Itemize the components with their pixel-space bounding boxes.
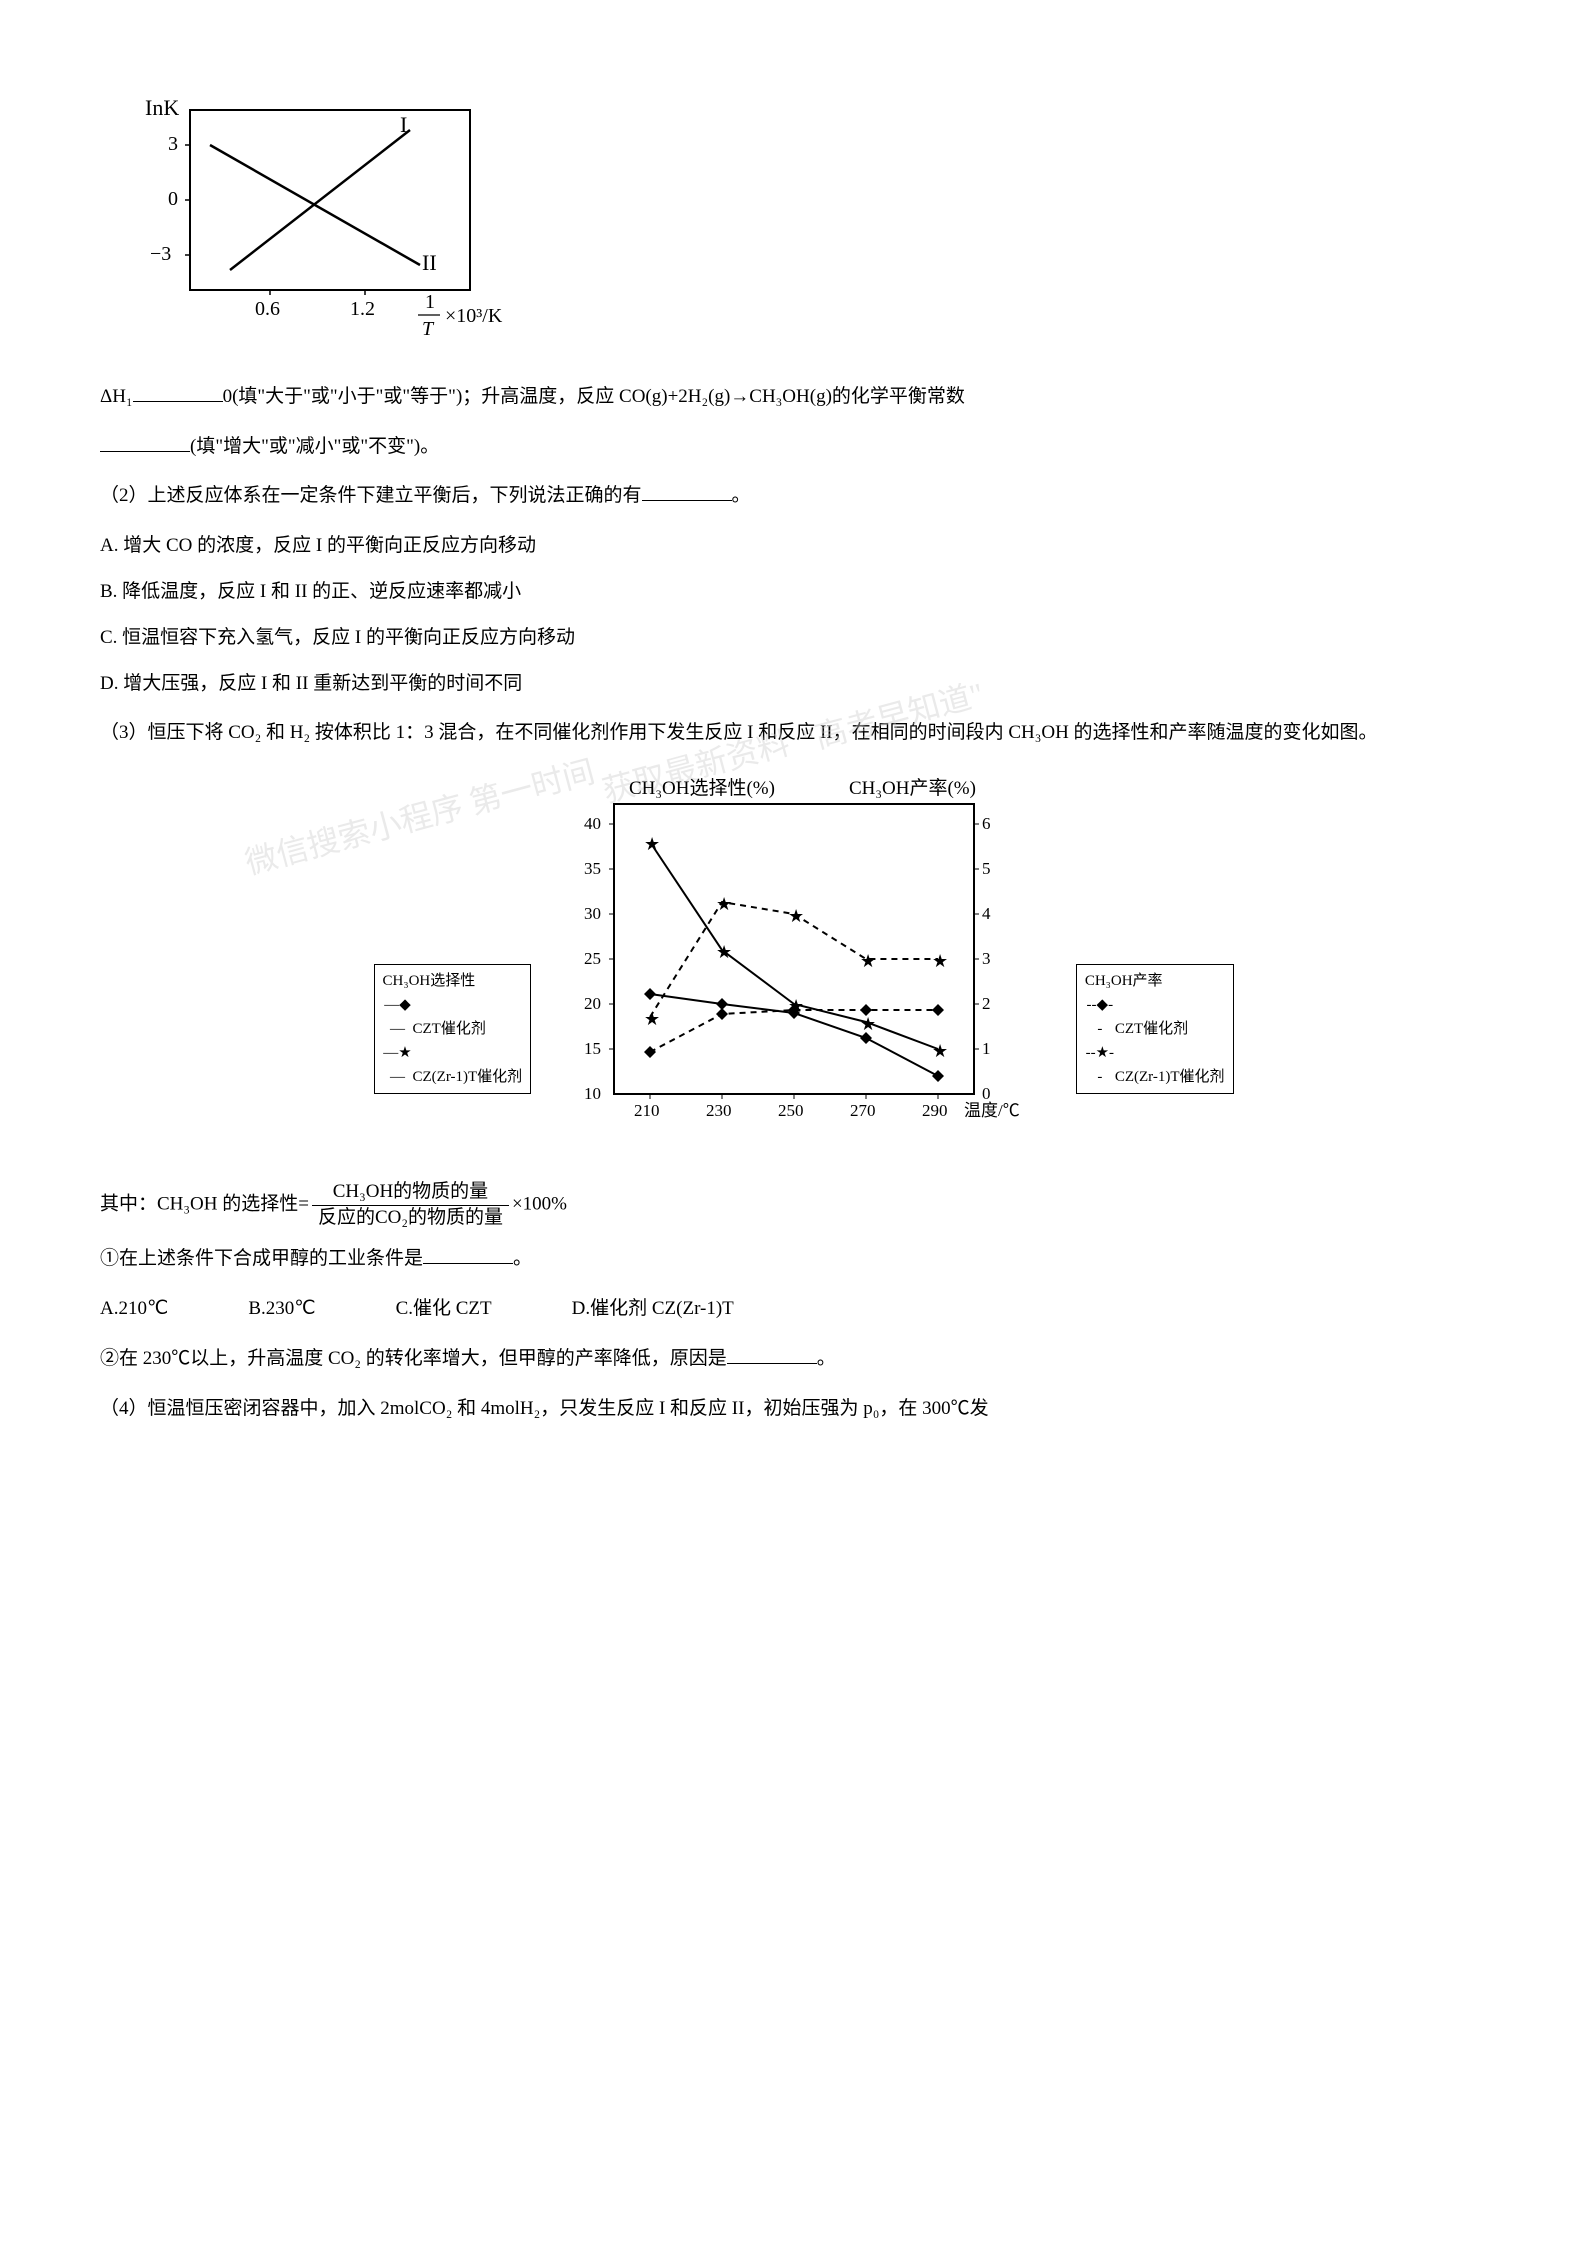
svg-text:★: ★ bbox=[932, 951, 948, 971]
blank-q3-1 bbox=[423, 1244, 513, 1264]
sel-suffix: ×100% bbox=[512, 1194, 567, 1215]
ytick-neg3: −3 bbox=[150, 243, 171, 265]
ytick-3: 3 bbox=[168, 133, 178, 155]
legend-left-item2: CZ(Zr-1)T催化剂 bbox=[413, 1069, 523, 1085]
svg-text:6: 6 bbox=[982, 814, 991, 833]
q2: （2）上述反应体系在一定条件下建立平衡后，下列说法正确的有 。 bbox=[100, 475, 1487, 517]
option-D: D. 增大压强，反应 I 和 II 重新达到平衡的时间不同 bbox=[100, 663, 1487, 705]
ytick-0: 0 bbox=[168, 188, 178, 210]
svg-text:★: ★ bbox=[860, 951, 876, 971]
q3-2-suffix: 。 bbox=[817, 1348, 836, 1369]
legend-right-item1: CZT催化剂 bbox=[1115, 1021, 1188, 1037]
opt-C: C.催化 CZT bbox=[396, 1288, 492, 1330]
legend-left-title: CH₃OH选择性 bbox=[383, 969, 523, 993]
q-dh1-line1: ΔH₁ 0(填"大于"或"小于"或"等于")；升高温度，反应 CO(g)+2H₂(… bbox=[100, 376, 1487, 418]
opt-A: A.210℃ bbox=[100, 1288, 168, 1330]
legend-right-title: CH₃OH产率 bbox=[1085, 969, 1225, 993]
svg-text:★: ★ bbox=[788, 906, 804, 926]
selectivity-formula: 其中：CH₃OH 的选择性=CH₃OH的物质的量反应的CO₂的物质的量×100% bbox=[100, 1180, 1487, 1230]
svg-text:3: 3 bbox=[982, 949, 991, 968]
figure-1-lnk-chart: InK 3 0 −3 0.6 1.2 I II 1 T ×10³/K bbox=[100, 90, 1487, 366]
chart2-box bbox=[614, 804, 974, 1094]
q3-2: ②在 230℃以上，升高温度 CO₂ 的转化率增大，但甲醇的产率降低，原因是 。 bbox=[100, 1338, 1487, 1380]
legend-right-item2: CZ(Zr-1)T催化剂 bbox=[1115, 1069, 1225, 1085]
lnk-chart-svg: InK 3 0 −3 0.6 1.2 I II 1 T ×10³/K bbox=[100, 90, 540, 350]
dh1-prefix: ΔH₁ bbox=[100, 386, 133, 407]
svg-text:210: 210 bbox=[634, 1101, 660, 1120]
svg-text:20: 20 bbox=[584, 994, 601, 1013]
right-ylabel: CH₃OH产率(%) bbox=[849, 777, 976, 799]
q3-1: ①在上述条件下合成甲醇的工业条件是 。 bbox=[100, 1238, 1487, 1280]
svg-text:230: 230 bbox=[706, 1101, 732, 1120]
q3-1-options: A.210℃ B.230℃ C.催化 CZT D.催化剂 CZ(Zr-1)T bbox=[100, 1288, 1487, 1330]
svg-text:270: 270 bbox=[850, 1101, 876, 1120]
xlabel: 温度/℃ bbox=[964, 1101, 1020, 1120]
q3-1-suffix: 。 bbox=[513, 1248, 532, 1269]
svg-text:★: ★ bbox=[932, 1041, 948, 1061]
sel-den: 反应的CO₂的物质的量 bbox=[312, 1206, 509, 1231]
xtick-06: 0.6 bbox=[255, 298, 280, 320]
svg-text:★: ★ bbox=[716, 942, 732, 962]
option-B: B. 降低温度，反应 I 和 II 的正、逆反应速率都减小 bbox=[100, 571, 1487, 613]
blank-dh1 bbox=[133, 382, 223, 402]
svg-text:×10³/K: ×10³/K bbox=[445, 305, 503, 327]
dh1-mid2: (填"增大"或"减小"或"不变")。 bbox=[190, 436, 439, 457]
svg-text:★: ★ bbox=[860, 1014, 876, 1034]
ylabel: InK bbox=[145, 95, 179, 120]
svg-text:10: 10 bbox=[584, 1084, 601, 1103]
line-II bbox=[210, 145, 420, 265]
svg-text:25: 25 bbox=[584, 949, 601, 968]
opt-B: B.230℃ bbox=[248, 1288, 315, 1330]
q4: （4）恒温恒压密闭容器中，加入 2molCO₂ 和 4molH₂，只发生反应 I… bbox=[100, 1388, 1487, 1430]
svg-text:★: ★ bbox=[716, 894, 732, 914]
xlabel-frac: 1 bbox=[425, 291, 435, 313]
q2-suffix: 。 bbox=[732, 485, 751, 506]
svg-text:30: 30 bbox=[584, 904, 601, 923]
left-ylabel: CH₃OH选择性(%) bbox=[629, 777, 775, 799]
svg-text:250: 250 bbox=[778, 1101, 804, 1120]
blank-q3-2 bbox=[727, 1344, 817, 1364]
selectivity-yield-chart: CH₃OH选择性(%) CH₃OH产率(%) 40 35 30 25 20 15… bbox=[534, 774, 1054, 1144]
option-A: A. 增大 CO 的浓度，反应 I 的平衡向正反应方向移动 bbox=[100, 525, 1487, 567]
svg-text:15: 15 bbox=[584, 1039, 601, 1058]
blank-q2 bbox=[642, 481, 732, 501]
line-II-label: II bbox=[422, 250, 437, 275]
sel-prefix: 其中：CH₃OH 的选择性= bbox=[100, 1194, 309, 1215]
q-dh1-line2: (填"增大"或"减小"或"不变")。 bbox=[100, 426, 1487, 468]
legend-left: CH₃OH选择性 —◆—CZT催化剂 —★—CZ(Zr-1)T催化剂 bbox=[374, 964, 532, 1094]
line-I-label: I bbox=[400, 112, 407, 137]
svg-text:★: ★ bbox=[644, 834, 660, 854]
dh1-mid: 0(填"大于"或"小于"或"等于")；升高温度，反应 CO(g)+2H₂(g)→… bbox=[223, 386, 965, 407]
q3-2-text: ②在 230℃以上，升高温度 CO₂ 的转化率增大，但甲醇的产率降低，原因是 bbox=[100, 1348, 727, 1369]
svg-text:5: 5 bbox=[982, 859, 991, 878]
sel-num: CH₃OH的物质的量 bbox=[312, 1180, 509, 1206]
svg-text:35: 35 bbox=[584, 859, 601, 878]
opt-D: D.催化剂 CZ(Zr-1)T bbox=[572, 1288, 734, 1330]
figure-2-chart-wrapper: CH₃OH选择性 —◆—CZT催化剂 —★—CZ(Zr-1)T催化剂 CH₃OH… bbox=[534, 774, 1054, 1160]
option-C: C. 恒温恒容下充入氢气，反应 I 的平衡向正反应方向移动 bbox=[100, 617, 1487, 659]
q2-text: （2）上述反应体系在一定条件下建立平衡后，下列说法正确的有 bbox=[100, 485, 642, 506]
svg-text:T: T bbox=[422, 318, 435, 340]
svg-text:290: 290 bbox=[922, 1101, 948, 1120]
svg-text:2: 2 bbox=[982, 994, 991, 1013]
legend-left-item1: CZT催化剂 bbox=[413, 1021, 486, 1037]
q3-1-text: ①在上述条件下合成甲醇的工业条件是 bbox=[100, 1248, 423, 1269]
line-I bbox=[230, 130, 410, 270]
blank-dh1-2 bbox=[100, 432, 190, 452]
xtick-12: 1.2 bbox=[350, 298, 375, 320]
svg-text:40: 40 bbox=[584, 814, 601, 833]
legend-right: CH₃OH产率 --◆--CZT催化剂 --★--CZ(Zr-1)T催化剂 bbox=[1076, 964, 1234, 1094]
q3: （3）恒压下将 CO₂ 和 H₂ 按体积比 1：3 混合，在不同催化剂作用下发生… bbox=[100, 712, 1487, 754]
svg-text:1: 1 bbox=[982, 1039, 991, 1058]
svg-text:★: ★ bbox=[644, 1009, 660, 1029]
svg-text:4: 4 bbox=[982, 904, 991, 923]
